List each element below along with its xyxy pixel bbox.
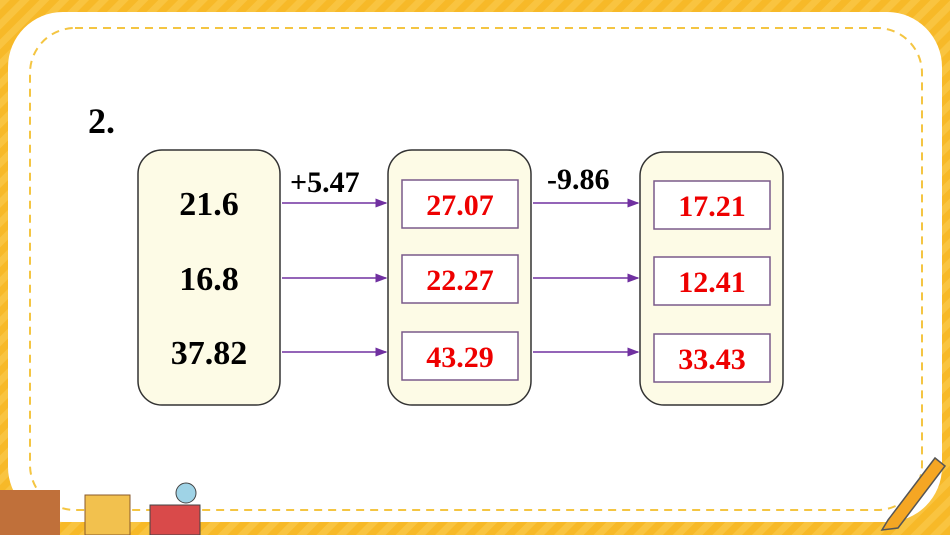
answer-box — [653, 333, 771, 383]
answer-box — [401, 179, 519, 229]
answer-number: 22.27 — [426, 264, 494, 297]
answer-box — [401, 331, 519, 381]
start-number: 37.82 — [171, 335, 248, 372]
answer-box — [653, 256, 771, 306]
pencil-icon — [880, 456, 947, 531]
column-box — [137, 149, 281, 406]
answer-number: 12.41 — [678, 266, 746, 299]
clock-icon — [175, 482, 197, 504]
answer-number: 33.43 — [678, 343, 746, 376]
answer-number: 27.07 — [426, 189, 494, 222]
dashed-border — [29, 27, 923, 511]
start-number: 21.6 — [179, 186, 239, 223]
answer-number: 17.21 — [678, 190, 746, 223]
operation-label: +5.47 — [290, 166, 360, 199]
problem-number: 2. — [88, 101, 115, 141]
answer-box — [401, 254, 519, 304]
books-icon — [149, 504, 201, 536]
operation-label: -9.86 — [547, 163, 610, 196]
answer-number: 43.29 — [426, 341, 494, 374]
start-number: 16.8 — [179, 261, 239, 298]
books-icon — [84, 494, 131, 536]
books-icon — [0, 490, 60, 535]
answer-box — [653, 180, 771, 230]
